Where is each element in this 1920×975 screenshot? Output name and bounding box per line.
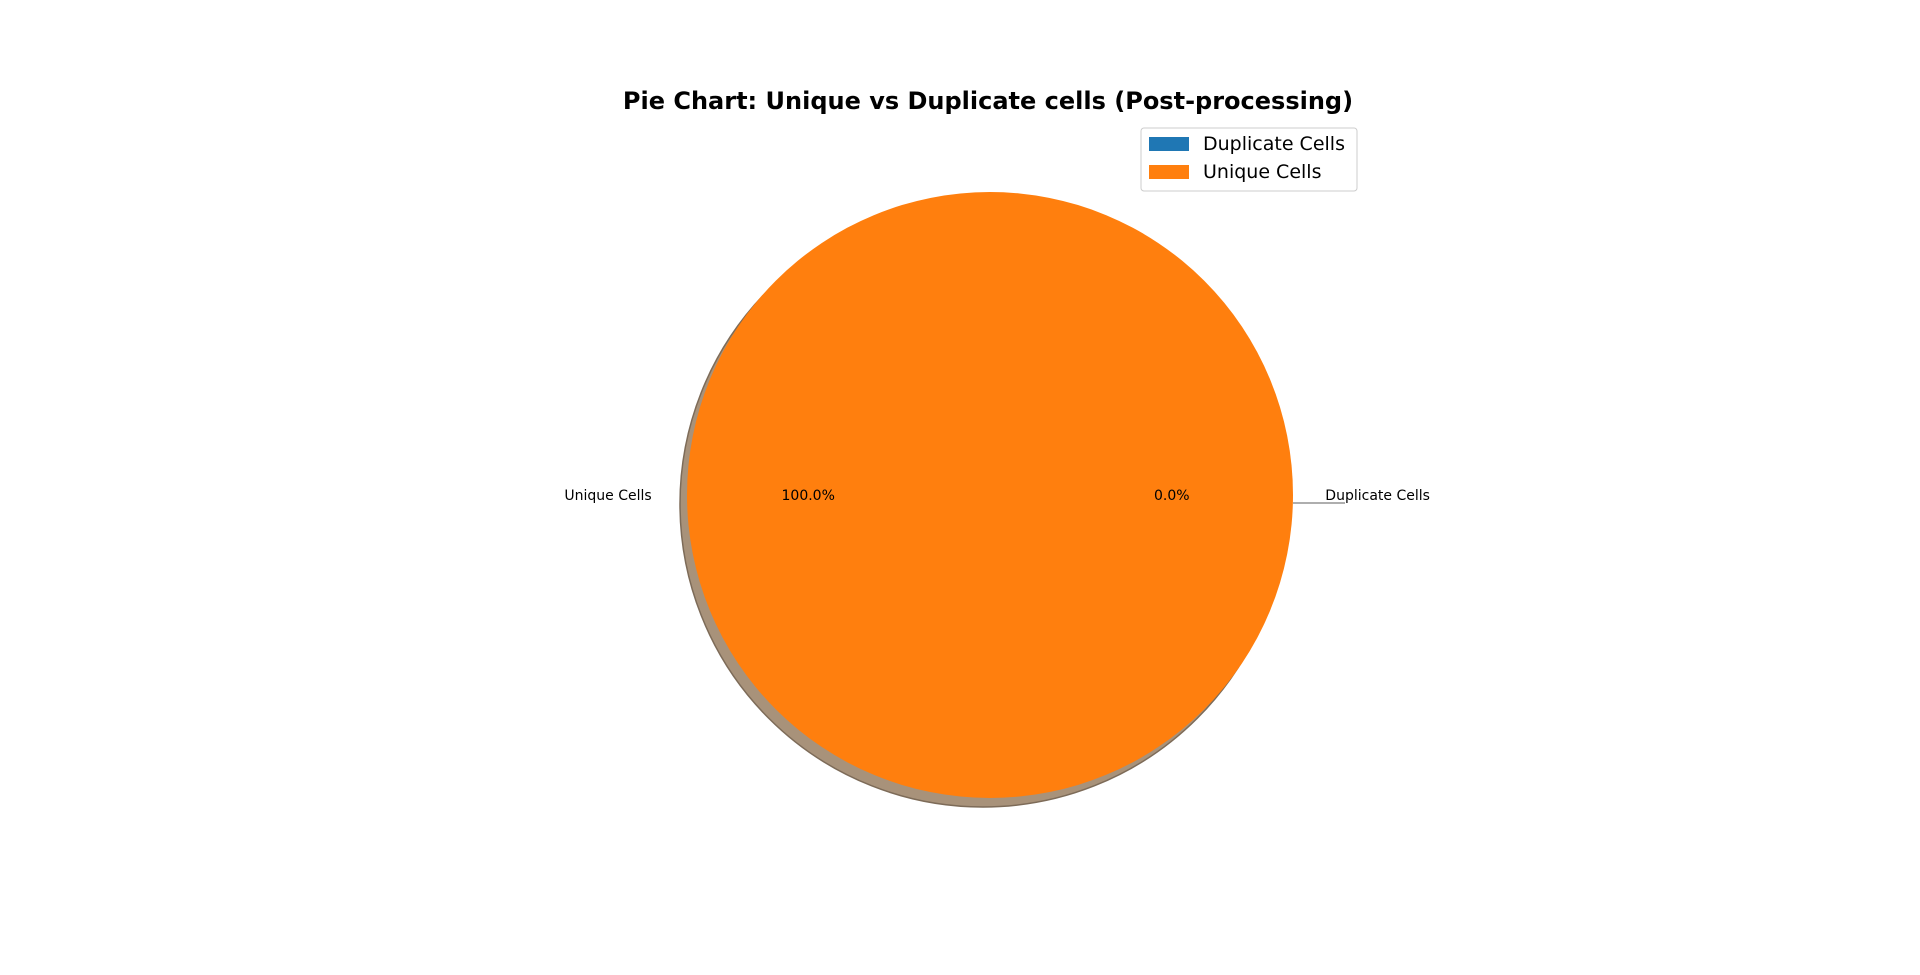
pie-group: Duplicate Cells 0.0% Unique Cells 100.0%: [564, 192, 1430, 808]
legend-frame: [1140, 127, 1358, 192]
legend-label-unique-cells: Unique Cells: [1203, 161, 1321, 183]
slice-label-duplicate-cells: Duplicate Cells: [1325, 488, 1430, 504]
slice-label-unique-cells: Unique Cells: [564, 488, 651, 504]
legend-swatch-unique-cells: [1149, 165, 1189, 179]
pie-slice-unique-cells: [687, 192, 1293, 798]
pct-label-duplicate-cells: 0.0%: [1154, 488, 1190, 504]
pct-label-unique-cells: 100.0%: [782, 488, 835, 504]
legend-label-duplicate-cells: Duplicate Cells: [1203, 133, 1345, 155]
chart-title: Pie Chart: Unique vs Duplicate cells (Po…: [623, 87, 1353, 115]
legend: Duplicate Cells Unique Cells: [1140, 127, 1358, 192]
legend-swatch-duplicate-cells: [1149, 137, 1189, 151]
